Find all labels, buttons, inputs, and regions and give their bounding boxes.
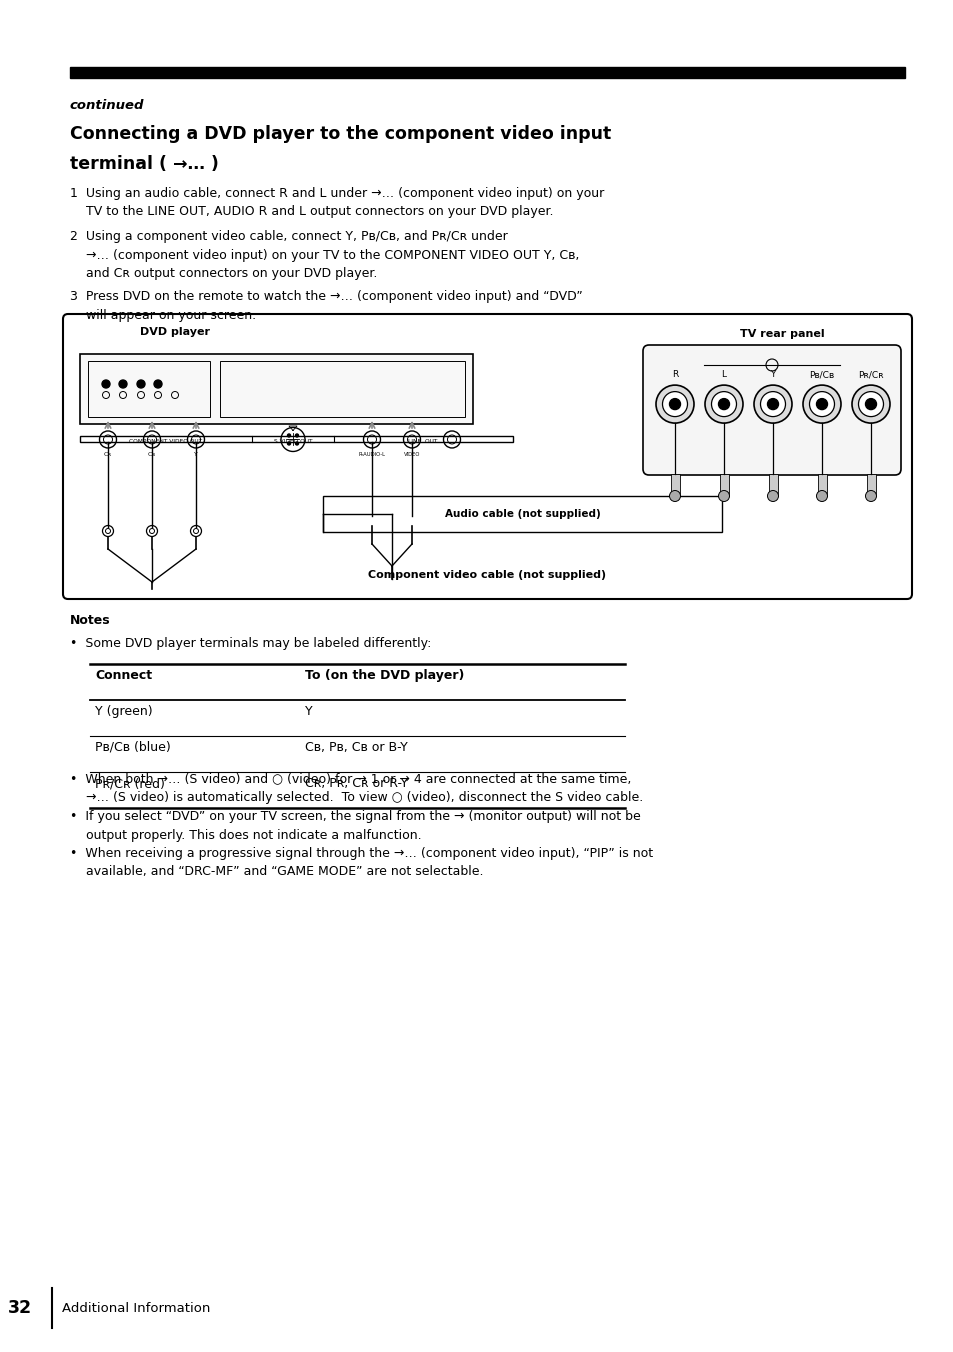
Bar — [220, 361, 464, 416]
Circle shape — [656, 385, 693, 423]
Circle shape — [718, 491, 729, 502]
Circle shape — [753, 385, 791, 423]
Text: Cʀ, Pʀ, Cʀ or R-Y: Cʀ, Pʀ, Cʀ or R-Y — [305, 777, 408, 790]
Text: Y: Y — [193, 452, 197, 457]
Circle shape — [851, 385, 889, 423]
Circle shape — [661, 392, 687, 416]
Circle shape — [669, 399, 679, 410]
Circle shape — [153, 380, 162, 388]
Bar — [817, 475, 825, 496]
Text: 2  Using a component video cable, connect Y, Pʙ/Cʙ, and Pʀ/Cʀ under
    →… (comp: 2 Using a component video cable, connect… — [70, 230, 578, 280]
Text: VIDEO: VIDEO — [403, 452, 419, 457]
Circle shape — [669, 491, 679, 502]
Circle shape — [102, 380, 110, 388]
Text: •  When both →… (S video) and ○ (video) for → 1 or → 4 are connected at the same: • When both →… (S video) and ○ (video) f… — [70, 772, 642, 803]
Bar — [719, 475, 728, 496]
Text: To (on the DVD player): To (on the DVD player) — [305, 669, 464, 681]
Text: •  When receiving a progressive signal through the →… (component video input), “: • When receiving a progressive signal th… — [70, 846, 653, 879]
Circle shape — [760, 392, 784, 416]
Text: Cʙ: Cʙ — [148, 452, 156, 457]
Text: Y: Y — [769, 370, 775, 379]
Circle shape — [864, 399, 876, 410]
Text: 3  Press DVD on the remote to watch the →… (component video input) and “DVD”
   : 3 Press DVD on the remote to watch the →… — [70, 289, 582, 322]
Text: Y: Y — [305, 704, 313, 718]
Text: 32: 32 — [8, 1299, 32, 1317]
Text: Pʙ/Cʙ (blue): Pʙ/Cʙ (blue) — [95, 741, 171, 754]
Circle shape — [864, 491, 876, 502]
Text: 1  Using an audio cable, connect R and L under →… (component video input) on you: 1 Using an audio cable, connect R and L … — [70, 187, 603, 219]
Circle shape — [816, 491, 826, 502]
Text: Additional Information: Additional Information — [62, 1302, 211, 1314]
Text: DVD player: DVD player — [140, 327, 210, 337]
Bar — [80, 354, 473, 425]
Text: LINE  OUT: LINE OUT — [407, 439, 436, 443]
Text: Notes: Notes — [70, 614, 111, 627]
Text: continued: continued — [70, 99, 144, 112]
Circle shape — [137, 380, 145, 388]
Circle shape — [767, 399, 778, 410]
Text: Connect: Connect — [95, 669, 152, 681]
Circle shape — [704, 385, 742, 423]
Text: Connecting a DVD player to the component video input: Connecting a DVD player to the component… — [70, 124, 611, 143]
Text: •  If you select “DVD” on your TV screen, the signal from the → (monitor output): • If you select “DVD” on your TV screen,… — [70, 810, 640, 841]
Bar — [88, 361, 210, 416]
Text: R: R — [671, 370, 678, 379]
FancyBboxPatch shape — [642, 345, 900, 475]
Text: L: L — [720, 370, 726, 379]
Text: Y (green): Y (green) — [95, 704, 152, 718]
Circle shape — [295, 434, 298, 437]
Text: Pʀ/Cʀ (red): Pʀ/Cʀ (red) — [95, 777, 165, 790]
Text: •  Some DVD player terminals may be labeled differently:: • Some DVD player terminals may be label… — [70, 637, 431, 650]
Bar — [70, 68, 904, 78]
Text: TV rear panel: TV rear panel — [739, 329, 823, 339]
Text: Cʙ, Pʙ, Cʙ or B-Y: Cʙ, Pʙ, Cʙ or B-Y — [305, 741, 407, 754]
Circle shape — [295, 442, 298, 445]
Text: Pʙ/Cʙ: Pʙ/Cʙ — [808, 370, 834, 379]
Text: terminal ( →… ): terminal ( →… ) — [70, 155, 218, 173]
Circle shape — [287, 442, 291, 445]
Bar — [670, 475, 679, 496]
Bar — [865, 475, 875, 496]
Text: S VIDEO OUT: S VIDEO OUT — [274, 439, 312, 443]
Circle shape — [809, 392, 834, 416]
Circle shape — [718, 399, 729, 410]
Circle shape — [711, 392, 736, 416]
Circle shape — [767, 491, 778, 502]
Circle shape — [119, 380, 127, 388]
Circle shape — [802, 385, 841, 423]
Circle shape — [816, 399, 826, 410]
Bar — [323, 496, 721, 531]
Text: R-AUDIO-L: R-AUDIO-L — [358, 452, 385, 457]
Text: Pʀ/Cʀ: Pʀ/Cʀ — [858, 370, 882, 379]
Bar — [80, 435, 513, 442]
Text: Audio cable (not supplied): Audio cable (not supplied) — [444, 508, 599, 519]
Text: Component video cable (not supplied): Component video cable (not supplied) — [368, 571, 606, 580]
Text: COMPONENT VIDEO OUT: COMPONENT VIDEO OUT — [130, 439, 202, 443]
Bar — [768, 475, 777, 496]
Circle shape — [858, 392, 882, 416]
Circle shape — [287, 434, 291, 437]
Text: Cʀ: Cʀ — [104, 452, 112, 457]
